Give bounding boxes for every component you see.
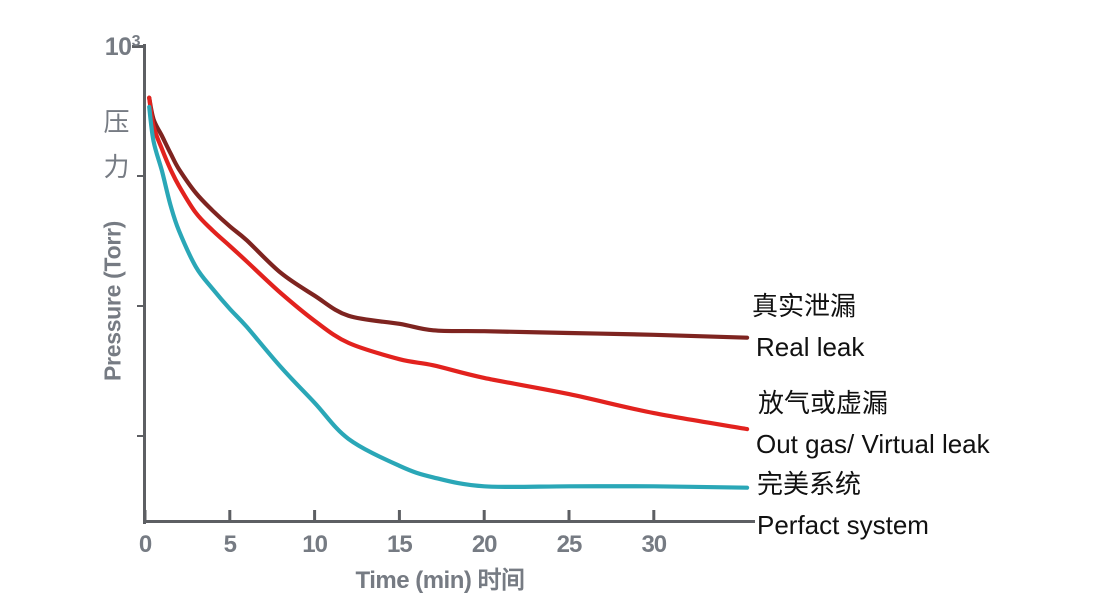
y-axis-decade-ticks bbox=[137, 175, 145, 437]
x-tick-label: 15 bbox=[387, 531, 413, 558]
x-axis-label: Time (min) 时间 bbox=[355, 567, 525, 594]
x-tick-label: 30 bbox=[641, 531, 667, 558]
x-tick bbox=[397, 510, 401, 521]
x-tick bbox=[313, 510, 317, 521]
x-tick bbox=[482, 510, 486, 521]
y-top-base: 10 bbox=[104, 33, 132, 61]
x-axis-tick-labels: 0 5 10 15 20 25 30 bbox=[0, 531, 1106, 561]
x-tick-label: 10 bbox=[302, 531, 328, 558]
legend-out-gas-en: Out gas/ Virtual leak bbox=[756, 429, 990, 459]
x-tick bbox=[567, 510, 571, 521]
y-axis-label-english: Pressure (Torr) bbox=[99, 221, 126, 381]
real-leak-curve bbox=[147, 95, 750, 340]
y-axis-label-chinese: 压 力 bbox=[100, 108, 130, 186]
x-tick-label: 0 bbox=[138, 531, 152, 558]
legend-out-gas-cn: 放气或虚漏 bbox=[758, 388, 889, 418]
x-tick-label: 5 bbox=[223, 531, 237, 558]
y-axis-top-tick-label: 103 bbox=[92, 33, 141, 62]
x-tick bbox=[652, 510, 656, 521]
y-axis-top-tick bbox=[132, 45, 144, 48]
x-tick-label: 20 bbox=[471, 531, 498, 558]
x-axis-ticks bbox=[143, 510, 656, 521]
legend-perfect-system-en: Perfact system bbox=[757, 510, 929, 540]
y-decade-tick bbox=[137, 175, 145, 177]
y-top-exponent: 3 bbox=[131, 33, 141, 50]
out-gas-virtual-leak-curve bbox=[147, 95, 750, 432]
legend-real-leak-cn: 真实泄漏 bbox=[752, 291, 857, 321]
legend-real-leak-en: Real leak bbox=[756, 332, 865, 362]
x-tick-label: 25 bbox=[556, 531, 583, 558]
perfect-system-curve bbox=[147, 104, 750, 490]
x-axis-line bbox=[143, 520, 755, 523]
y-decade-tick bbox=[137, 305, 145, 307]
legend-perfect-system-cn: 完美系统 bbox=[757, 469, 862, 499]
y-decade-tick bbox=[137, 435, 145, 437]
x-tick bbox=[228, 510, 232, 521]
y-axis-line bbox=[143, 44, 146, 524]
x-tick bbox=[143, 510, 147, 521]
